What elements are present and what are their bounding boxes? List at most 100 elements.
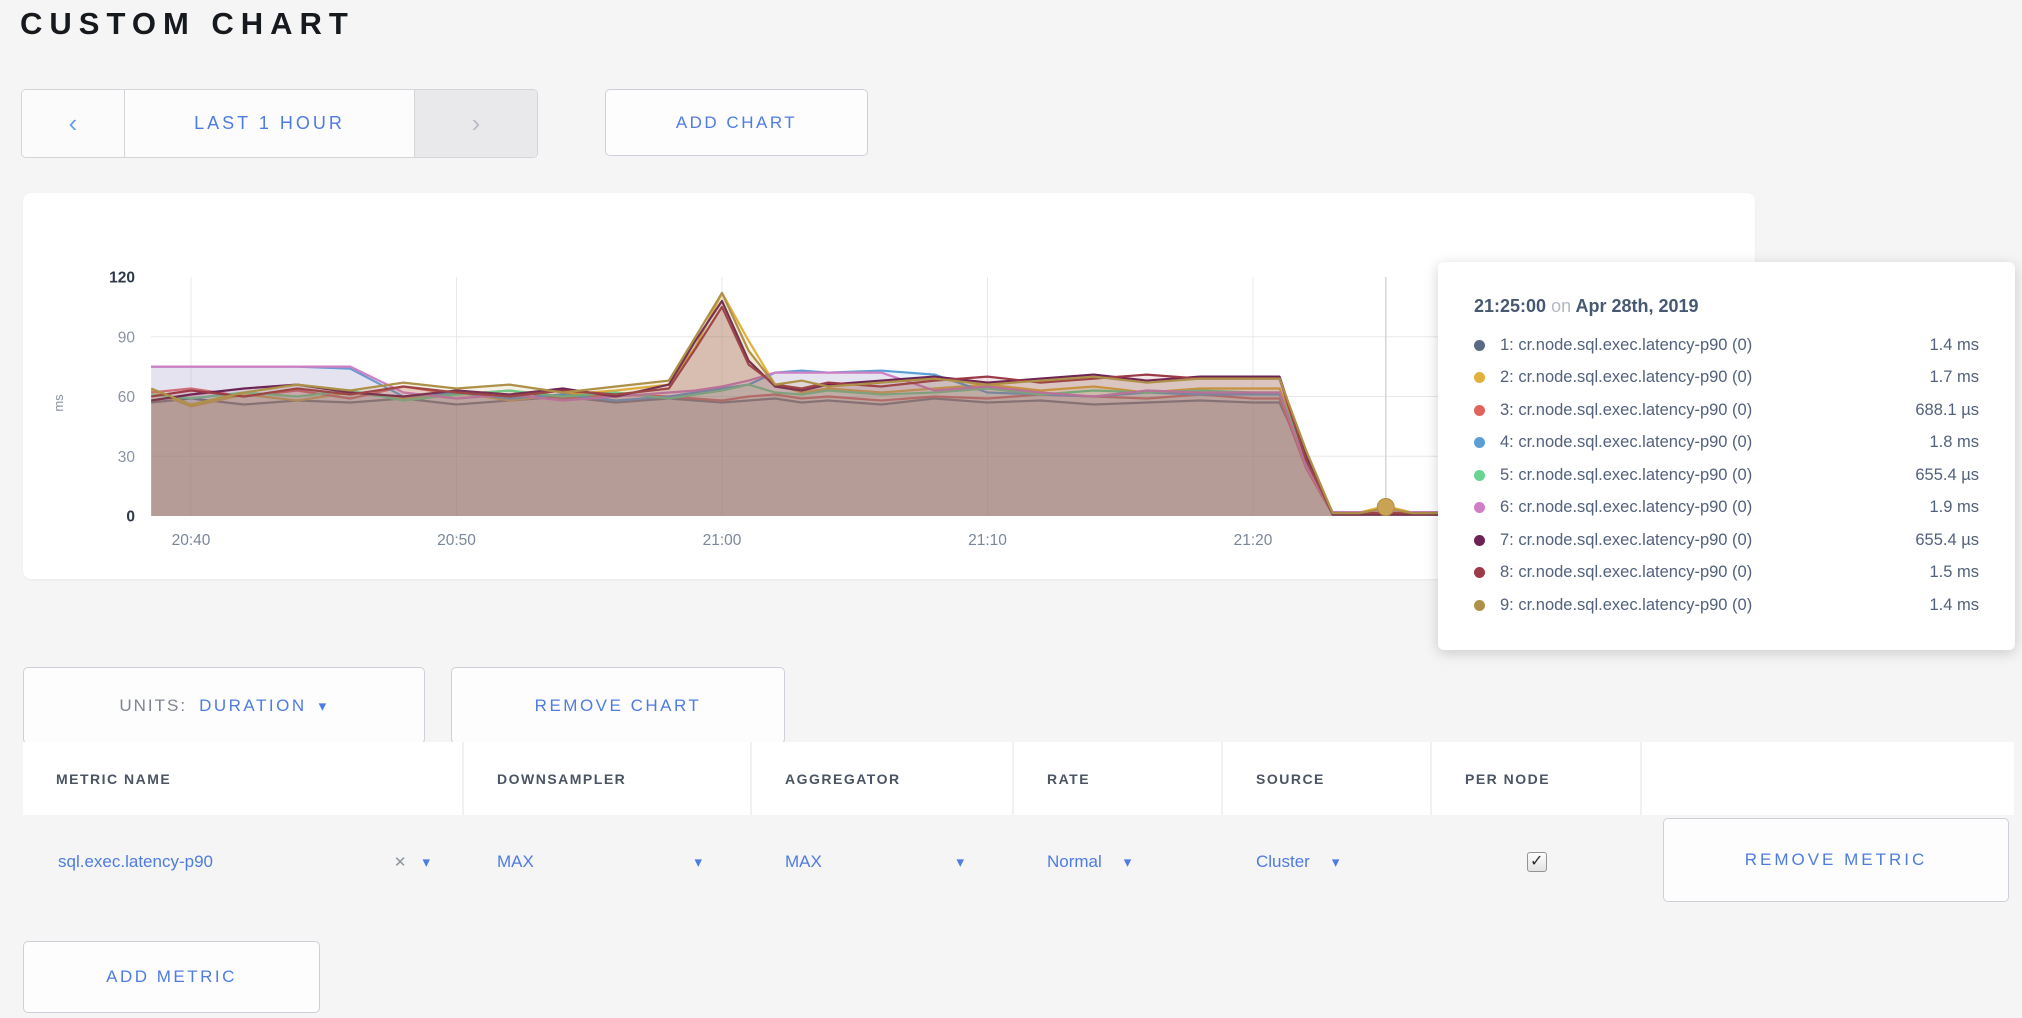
tooltip-series-row: 4: cr.node.sql.exec.latency-p90 (0) 1.8 m…: [1474, 427, 1979, 460]
tooltip-date: Apr 28th, 2019: [1575, 296, 1699, 316]
page-title: CUSTOM CHART: [20, 6, 355, 41]
chevron-down-icon: ▾: [318, 697, 329, 715]
hover-point-dot: [1376, 498, 1395, 517]
svg-text:20:40: 20:40: [172, 532, 211, 549]
time-prev-button[interactable]: ‹: [22, 90, 124, 157]
series-value: 655.4 µs: [1915, 530, 1979, 549]
series-color-dot: [1474, 599, 1485, 611]
y-axis-unit-label: ms: [51, 394, 66, 412]
aggregator-value[interactable]: MAX: [785, 852, 822, 871]
svg-text:0: 0: [126, 509, 135, 526]
series-label: 9: cr.node.sql.exec.latency-p90 (0): [1500, 595, 1753, 614]
metric-dropdown-icon[interactable]: ▾: [422, 854, 430, 871]
column-header-actions: [1642, 742, 2014, 815]
series-color-dot: [1474, 339, 1485, 351]
tooltip-series-row: 2: cr.node.sql.exec.latency-p90 (0) 1.7 m…: [1474, 362, 1979, 395]
series-label: 5: cr.node.sql.exec.latency-p90 (0): [1500, 465, 1753, 484]
units-value: DURATION: [199, 695, 307, 715]
add-metric-button[interactable]: ADD METRIC: [23, 941, 320, 1013]
time-next-button[interactable]: ›: [415, 90, 537, 157]
chart-series: [150, 291, 1546, 516]
metric-row: sql.exec.latency-p90 ✕ ▾ MAX ▾ MAX ▾ Nor…: [23, 815, 2014, 909]
series-value: 1.4 ms: [1929, 335, 1979, 354]
tooltip-series-row: 3: cr.node.sql.exec.latency-p90 (0) 688.1…: [1474, 394, 1979, 427]
column-header-per-node: PER NODE: [1432, 742, 1642, 815]
series-label: 6: cr.node.sql.exec.latency-p90 (0): [1500, 498, 1753, 517]
rate-dropdown-icon[interactable]: ▾: [1123, 854, 1132, 871]
svg-text:60: 60: [118, 389, 136, 406]
per-node-cell: [1432, 815, 1642, 909]
series-label: 1: cr.node.sql.exec.latency-p90 (0): [1500, 335, 1753, 354]
tooltip-series-row: 5: cr.node.sql.exec.latency-p90 (0) 655.4…: [1474, 459, 1979, 492]
series-color-dot: [1474, 372, 1485, 384]
tooltip-time: 21:25:00: [1474, 296, 1547, 316]
svg-text:21:00: 21:00: [703, 532, 742, 549]
per-node-checkbox[interactable]: [1527, 851, 1547, 872]
tooltip-series-row: 8: cr.node.sql.exec.latency-p90 (0) 1.5 m…: [1474, 557, 1979, 590]
series-color-dot: [1474, 469, 1485, 481]
units-dropdown[interactable]: UNITS: DURATION ▾: [23, 667, 425, 744]
series-color-dot: [1474, 502, 1485, 514]
series-value: 1.5 ms: [1929, 563, 1979, 582]
series-label: 3: cr.node.sql.exec.latency-p90 (0): [1500, 400, 1753, 419]
aggregator-cell: MAX ▾: [752, 815, 1014, 909]
remove-metric-x-icon[interactable]: ✕: [393, 854, 407, 871]
aggregator-dropdown-icon[interactable]: ▾: [956, 854, 964, 871]
svg-text:20:50: 20:50: [437, 532, 476, 549]
latency-area-chart[interactable]: 0 30 60 90 120 ms 20:40 20:50 21:00 21:10 21:20: [23, 193, 1755, 579]
downsampler-dropdown-icon[interactable]: ▾: [694, 854, 702, 871]
units-prefix-label: UNITS:: [119, 695, 188, 715]
time-window-selector: ‹ LAST 1 HOUR ›: [21, 89, 538, 158]
metric-name-cell: sql.exec.latency-p90 ✕ ▾: [23, 815, 464, 909]
time-range-button[interactable]: LAST 1 HOUR: [124, 90, 415, 157]
downsampler-value[interactable]: MAX: [497, 852, 534, 871]
column-header-downsampler: DOWNSAMPLER: [464, 742, 752, 815]
tooltip-conjunction: on: [1551, 296, 1572, 316]
svg-text:21:20: 21:20: [1234, 532, 1273, 549]
tooltip-series-row: 6: cr.node.sql.exec.latency-p90 (0) 1.9 m…: [1474, 492, 1979, 525]
series-label: 7: cr.node.sql.exec.latency-p90 (0): [1500, 530, 1753, 549]
series-value: 1.8 ms: [1929, 433, 1979, 452]
source-cell: Cluster ▾: [1223, 815, 1432, 909]
series-color-dot: [1474, 404, 1485, 416]
series-value: 688.1 µs: [1915, 400, 1979, 419]
svg-text:21:10: 21:10: [968, 532, 1007, 549]
chart-card: 0 30 60 90 120 ms 20:40 20:50 21:00 21:10 21:20: [23, 193, 1755, 579]
source-dropdown-icon[interactable]: ▾: [1331, 854, 1340, 871]
metrics-table-header: METRIC NAME DOWNSAMPLER AGGREGATOR RATE SOUR…: [23, 742, 2014, 815]
remove-chart-button[interactable]: REMOVE CHART: [451, 667, 785, 744]
rate-value[interactable]: Normal: [1047, 852, 1102, 871]
series-color-dot: [1474, 534, 1485, 546]
y-axis-labels: 0 30 60 90 120 ms: [51, 270, 135, 526]
column-header-metric-name: METRIC NAME: [23, 742, 464, 815]
series-value: 1.7 ms: [1929, 368, 1979, 387]
x-axis-labels: 20:40 20:50 21:00 21:10 21:20: [172, 532, 1273, 549]
series-color-dot: [1474, 437, 1485, 449]
svg-text:30: 30: [118, 449, 136, 466]
tooltip-series-list: 1: cr.node.sql.exec.latency-p90 (0) 1.4 m…: [1474, 329, 1979, 622]
downsampler-cell: MAX ▾: [464, 815, 752, 909]
add-chart-button[interactable]: ADD CHART: [605, 89, 868, 156]
column-header-aggregator: AGGREGATOR: [752, 742, 1014, 815]
tooltip-header: 21:25:00 on Apr 28th, 2019: [1474, 296, 1979, 317]
remove-metric-button[interactable]: REMOVE METRIC: [1663, 818, 2009, 902]
tooltip-series-row: 7: cr.node.sql.exec.latency-p90 (0) 655.4…: [1474, 524, 1979, 557]
series-color-dot: [1474, 567, 1485, 579]
tooltip-series-row: 9: cr.node.sql.exec.latency-p90 (0) 1.4 m…: [1474, 589, 1979, 622]
series-value: 655.4 µs: [1915, 465, 1979, 484]
series-value: 1.9 ms: [1929, 498, 1979, 517]
chevron-left-icon: ‹: [68, 108, 78, 138]
tooltip-series-row: 1: cr.node.sql.exec.latency-p90 (0) 1.4 m…: [1474, 329, 1979, 362]
series-label: 4: cr.node.sql.exec.latency-p90 (0): [1500, 433, 1753, 452]
source-value[interactable]: Cluster: [1256, 852, 1310, 871]
series-label: 2: cr.node.sql.exec.latency-p90 (0): [1500, 368, 1753, 387]
metric-name-value[interactable]: sql.exec.latency-p90: [58, 852, 213, 871]
chart-tooltip: 21:25:00 on Apr 28th, 2019 1: cr.node.sq…: [1438, 262, 2015, 650]
column-header-rate: RATE: [1014, 742, 1223, 815]
chevron-right-icon: ›: [471, 108, 481, 138]
svg-text:120: 120: [109, 270, 135, 287]
column-header-source: SOURCE: [1223, 742, 1432, 815]
series-value: 1.4 ms: [1929, 595, 1979, 614]
svg-text:90: 90: [118, 329, 136, 346]
